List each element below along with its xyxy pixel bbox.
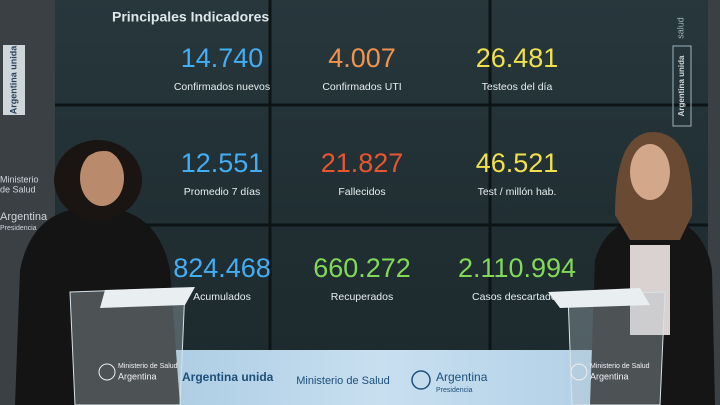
face (80, 150, 124, 206)
screen-title: Principales Indicadores (112, 9, 269, 25)
podium-country: Argentina (590, 371, 629, 381)
banner-brand: Argentina (436, 370, 488, 384)
indicator-value: 12.551 (181, 148, 264, 178)
banner-emblem (411, 370, 431, 390)
left-sub: Presidencia (0, 225, 37, 232)
indicator-label: Test / millón hab. (478, 186, 557, 198)
left-podium: Ministerio de Salud Argentina (69, 287, 195, 405)
indicator-value: 26.481 (476, 43, 559, 73)
podium-emblem (570, 363, 588, 381)
right-logo: Argentina unida (677, 55, 686, 116)
fringe (80, 147, 126, 160)
indicator-label: Casos descartados (472, 291, 562, 303)
left-logo: Argentina unida (8, 45, 18, 114)
indicators: 14.740 Confirmados nuevos 4.007 Confirmados… (173, 43, 576, 303)
body (15, 210, 180, 405)
indicator-value: 2.110.994 (458, 253, 576, 283)
indicator-value: 46.521 (476, 148, 559, 178)
banner-slogan: Argentina unida (182, 370, 274, 384)
indicator-label: Confirmados UTI (322, 81, 401, 93)
podium-emblem (98, 363, 116, 381)
podium-top (100, 287, 195, 308)
indicator-value: 21.827 (321, 148, 404, 178)
indicator-label: Testeos del día (482, 81, 553, 93)
left-ministry: de Salud (0, 184, 36, 194)
indicator-value: 4.007 (328, 43, 396, 73)
right-logo-box (672, 45, 692, 127)
podium-country: Argentina (118, 371, 157, 381)
left-logo-box (3, 45, 25, 115)
indicator-label: Recuperados (331, 291, 393, 303)
podium-top (548, 288, 650, 308)
podium-ministry: Ministerio de Salud (590, 363, 650, 370)
podium-ministry: Ministerio de Salud (118, 363, 178, 370)
podium-glass (567, 291, 666, 405)
indicator-label: Promedio 7 días (184, 186, 260, 198)
face (630, 144, 670, 200)
left-ministry: Ministerio (0, 174, 39, 184)
indicator-value: 660.272 (313, 253, 411, 283)
right-podium: Ministerio de Salud Argentina (548, 288, 666, 405)
banner-sub: Presidencia (436, 387, 473, 394)
indicator-label: Confirmados nuevos (174, 81, 270, 93)
indicator-label: Fallecidos (338, 186, 385, 198)
right-ministry: salud (675, 17, 685, 39)
banner-ministry: Ministerio de Salud (296, 375, 390, 387)
left-brand: Argentina (0, 211, 48, 223)
wall-seams (55, 0, 708, 350)
indicator-value: 14.740 (181, 43, 264, 73)
left-speaker (15, 140, 180, 405)
indicator-value: 824.468 (173, 253, 271, 283)
indicator-label: Acumulados (193, 291, 251, 303)
